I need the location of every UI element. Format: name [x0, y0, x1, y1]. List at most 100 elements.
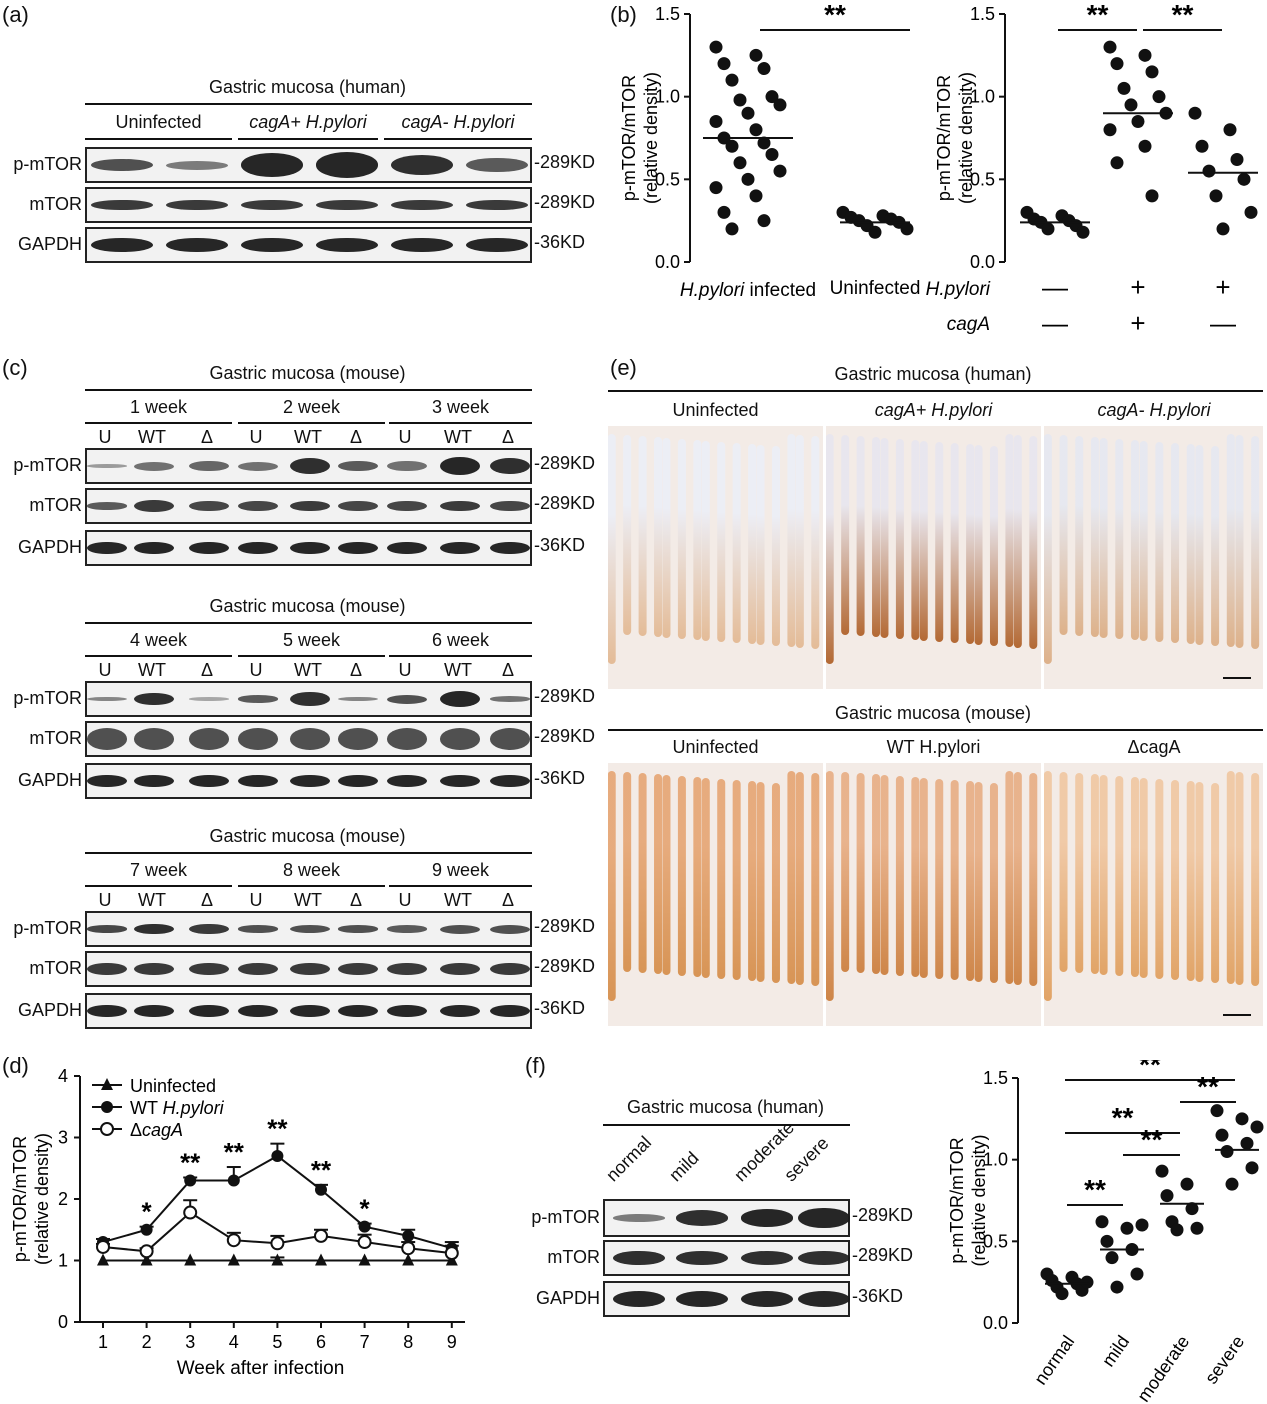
week-rule [389, 655, 532, 657]
data-point [1105, 1251, 1119, 1265]
blot-band [466, 157, 528, 173]
marker-triangle [140, 1253, 153, 1266]
blot-strip-gapdh [603, 1281, 850, 1317]
blot-strip-mtor [85, 721, 532, 757]
panel-f-ylabel: p-mTOR/mTOR [947, 1137, 967, 1263]
y-tick-label: 0.5 [970, 169, 995, 189]
blot-band [440, 728, 480, 750]
blot-band [134, 728, 174, 750]
ihc-gland [1005, 434, 1014, 647]
data-point [1245, 1161, 1259, 1175]
marker-triangle [97, 1253, 109, 1266]
blot-band [741, 1250, 793, 1266]
ihc-gland [950, 780, 959, 980]
marker-triangle [402, 1253, 415, 1266]
ihc-gland [756, 445, 765, 645]
blot-band [387, 1004, 427, 1018]
blot-band [166, 160, 228, 170]
panel-c-lane-label: Δ [501, 890, 515, 910]
panel-f-ylabel: (relative density) [969, 1134, 989, 1266]
data-point [1210, 1104, 1224, 1118]
x-category-label: severe [1201, 1332, 1248, 1388]
blot-kd-marker: -289KD [534, 192, 596, 212]
blot-band [387, 925, 427, 933]
data-point [773, 98, 787, 112]
blot-row-label-gapdh: GAPDH [17, 770, 82, 790]
blot-band [87, 541, 127, 555]
y-tick-label: 1.0 [655, 87, 680, 107]
blot-band [676, 1290, 728, 1308]
data-point [1250, 1120, 1264, 1134]
data-point [757, 214, 771, 228]
panel-a-group-caga-neg: cagA- H.pylori [401, 112, 515, 132]
ihc-gland [872, 774, 881, 974]
ihc-gland [701, 778, 710, 978]
panel-c-block-title: Gastric mucosa (mouse) [209, 363, 406, 383]
data-point [725, 73, 739, 87]
significance-marker: ** [1141, 1124, 1163, 1155]
data-point [733, 93, 747, 107]
blot-band [189, 962, 229, 976]
panel-c-lane-label: Δ [501, 660, 515, 680]
ihc-gland [701, 441, 710, 641]
data-point [725, 139, 739, 153]
ihc-gland [811, 436, 820, 649]
blot-band [189, 697, 229, 701]
blot-band [238, 774, 278, 788]
blot-band [316, 152, 378, 178]
ihc-gland [756, 782, 765, 982]
blot-band [798, 1290, 850, 1308]
blot-band [440, 457, 480, 475]
data-point [1103, 123, 1117, 137]
ihc-gland [1075, 773, 1084, 973]
legend-label-part: Δ [130, 1120, 142, 1140]
significance-marker: * [142, 1197, 153, 1227]
panel-e-mouse-col-uninfected: Uninfected [672, 737, 759, 757]
significance-marker: ** [824, 0, 846, 30]
panel-e-mouse-rule [608, 729, 1263, 731]
y-tick-label: 0.0 [655, 252, 680, 272]
week-rule [389, 885, 532, 887]
blot-band [134, 962, 174, 976]
ihc-gland [841, 772, 850, 972]
blot-band [440, 690, 480, 708]
panel-c-lane-label: WT [138, 427, 166, 447]
panel-a-group-caga-pos: cagA+ H.pylori [249, 112, 367, 132]
panel-e-mouse-title: Gastric mucosa (mouse) [834, 703, 1032, 723]
panel-c-lane-label: WT [444, 660, 472, 680]
ihc-gland [1130, 777, 1139, 977]
panel-b-category-uninfected: Uninfected [830, 278, 921, 299]
ihc-gland [654, 774, 663, 974]
blot-kd-marker: -289KD [534, 453, 596, 473]
panel-e-human-col-caga-pos: cagA+ H.pylori [874, 400, 993, 420]
data-point [749, 123, 763, 137]
blot-band [387, 500, 427, 512]
blot-band [134, 923, 174, 935]
ihc-gland [1235, 772, 1244, 985]
marker-filled-circle [184, 1174, 197, 1187]
ihc-gland [677, 776, 686, 976]
ihc-tissue-drawing [1044, 763, 1263, 1026]
blot-row-label-p-mtor: p-mTOR [13, 154, 82, 174]
blot-band [466, 237, 528, 253]
significance-marker: ** [1172, 0, 1194, 30]
data-point [1195, 139, 1209, 153]
significance-marker: ** [267, 1114, 288, 1144]
blot-band [490, 541, 530, 555]
panel-e-human-col-uninfected: Uninfected [672, 400, 759, 420]
ihc-gland [989, 783, 998, 983]
panel-c-week-label: 2 week [282, 397, 341, 417]
ihc-gland [1171, 443, 1180, 643]
ihc-gland [748, 444, 757, 644]
data-point [765, 148, 779, 162]
panel-c-lane-label: U [249, 660, 263, 680]
ihc-tissue-drawing [826, 426, 1041, 689]
ihc-gland [974, 445, 983, 645]
ihc-gland [1099, 775, 1108, 975]
x-tick-label: 1 [98, 1332, 108, 1352]
ihc-gland [919, 441, 928, 641]
significance-marker: ** [224, 1137, 245, 1167]
blot-band [91, 199, 153, 211]
ihc-gland [1115, 439, 1124, 639]
x-tick-label: 9 [447, 1332, 457, 1352]
